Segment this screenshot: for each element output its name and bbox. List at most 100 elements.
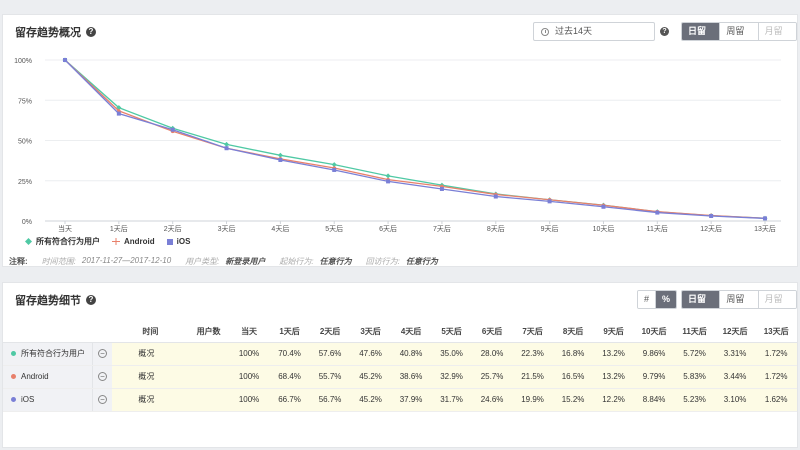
column-header: 12天后: [714, 321, 756, 343]
data-point: [116, 111, 121, 116]
retention-value-cell: 1.72%: [755, 365, 797, 389]
retention-value-cell: 16.8%: [552, 342, 594, 366]
data-point: [385, 173, 391, 179]
retention-value-cell: 21.5%: [512, 365, 553, 389]
weekly-retention-button[interactable]: 周留存: [719, 23, 758, 40]
date-help-icon[interactable]: ?: [660, 27, 669, 36]
data-point: [493, 194, 498, 199]
retention-value-cell: 3.44%: [714, 365, 756, 389]
x-tick-label: 2天后: [164, 224, 182, 233]
daily-retention-button[interactable]: 日留存: [682, 291, 720, 308]
expand-cell: −: [92, 342, 113, 366]
help-icon[interactable]: ?: [86, 27, 96, 37]
retention-value-cell: 100%: [228, 365, 270, 389]
retention-value-cell: 3.10%: [714, 388, 756, 412]
retention-value-cell: 16.5%: [552, 365, 594, 389]
monthly-retention-button[interactable]: 月留存: [757, 291, 796, 308]
segment-color-dot: [11, 351, 16, 357]
y-tick-label: 50%: [18, 139, 32, 146]
table-row: iOS − 概况 100% 66.7% 56.7% 45.2% 37.9% 31.7% 24.6%…: [3, 388, 797, 412]
percent-toggle-button[interactable]: %: [655, 291, 677, 308]
column-header: 9天后: [593, 321, 634, 343]
column-header: 8天后: [552, 321, 594, 343]
data-point: [224, 146, 229, 151]
retention-value-cell: 37.9%: [390, 388, 432, 412]
retention-value-cell: 47.6%: [350, 342, 391, 366]
data-point: [655, 210, 660, 215]
count-toggle-button[interactable]: #: [638, 291, 656, 308]
retention-value-cell: 38.6%: [390, 365, 432, 389]
segment-name: 所有符合行为用户: [21, 349, 85, 358]
legend-label: iOS: [176, 237, 191, 246]
column-header: 用户数: [188, 321, 229, 343]
trend-panel-title-text: 留存趋势概况: [15, 27, 81, 39]
daily-retention-button[interactable]: 日留存: [682, 23, 720, 40]
legend-item-android[interactable]: Android: [112, 237, 155, 246]
retention-value-cell: 3.31%: [714, 342, 756, 366]
column-header: 7天后: [512, 321, 553, 343]
retention-value-cell: 100%: [228, 388, 270, 412]
note-return-value: 任意行为: [405, 257, 438, 266]
chart-legend: 所有符合行为用户 Android iOS: [25, 236, 202, 247]
note-start-value: 任意行为: [319, 257, 352, 266]
retention-value-cell: 56.7%: [309, 388, 351, 412]
data-point: [386, 179, 391, 184]
x-tick-label: 6天后: [379, 224, 397, 233]
retention-value-cell: 19.9%: [512, 388, 553, 412]
segment-cell: Android: [3, 365, 93, 389]
data-point: [439, 186, 444, 191]
retention-value-cell: 15.2%: [552, 388, 594, 412]
chart-note: 注释: 时间范围: 2017-11-27—2017-12-10 用户类型: 新登…: [9, 256, 452, 267]
column-header: 5天后: [431, 321, 472, 343]
square-marker-icon: [166, 238, 173, 245]
retention-value-cell: 57.6%: [309, 342, 351, 366]
retention-value-cell: 1.62%: [755, 388, 797, 412]
data-point: [601, 204, 606, 209]
collapse-icon[interactable]: −: [97, 349, 107, 358]
retention-value-cell: 45.2%: [350, 365, 391, 389]
x-tick-label: 3天后: [218, 224, 236, 233]
note-return-label: 回访行为:: [365, 257, 400, 266]
y-tick-label: 75%: [18, 98, 32, 105]
diamond-marker-icon: [25, 238, 32, 245]
retention-value-cell: 45.2%: [350, 388, 391, 412]
retention-table: 时间 用户数 当天 1天后 2天后 3天后 4天后 5天后 6天后 7天后 8天…: [3, 321, 797, 412]
table-row: 所有符合行为用户 − 概况 100% 70.4% 57.6% 47.6% 40.8% 35.0%…: [3, 342, 797, 366]
retention-value-cell: 9.79%: [633, 365, 675, 389]
note-label: 注释:: [9, 257, 28, 266]
x-tick-label: 8天后: [487, 224, 505, 233]
retention-value-cell: 5.72%: [674, 342, 715, 366]
collapse-icon[interactable]: −: [97, 395, 107, 404]
user-count-cell: [188, 342, 229, 366]
retention-value-cell: 13.2%: [593, 365, 634, 389]
expand-cell: −: [92, 388, 113, 412]
retention-value-cell: 100%: [228, 342, 270, 366]
column-header: 6天后: [471, 321, 513, 343]
period-cell: 概况: [112, 388, 189, 412]
help-icon[interactable]: ?: [86, 295, 96, 305]
series-line: [64, 59, 766, 220]
expand-cell: −: [92, 365, 113, 389]
clock-icon: [541, 27, 549, 36]
note-start-label: 起始行为:: [279, 257, 314, 266]
retention-value-cell: 8.84%: [633, 388, 675, 412]
segment-name: iOS: [21, 395, 35, 404]
y-tick-label: 0%: [22, 219, 32, 226]
legend-label: 所有符合行为用户: [36, 237, 100, 246]
column-header: 当天: [228, 321, 270, 343]
retention-value-cell: 66.7%: [269, 388, 310, 412]
retention-value-cell: 9.86%: [633, 342, 675, 366]
collapse-icon[interactable]: −: [97, 372, 107, 381]
legend-item-all-users[interactable]: 所有符合行为用户: [25, 236, 100, 247]
expand-header: [92, 321, 113, 343]
weekly-retention-button[interactable]: 周留存: [719, 291, 758, 308]
legend-label: Android: [124, 237, 155, 246]
x-tick-label: 1天后: [110, 224, 128, 233]
data-point: [277, 152, 283, 158]
date-range-picker[interactable]: 过去14天: [533, 22, 655, 41]
column-header: 时间: [112, 321, 189, 343]
x-tick-label: 4天后: [271, 224, 289, 233]
retention-value-cell: 55.7%: [309, 365, 351, 389]
monthly-retention-button[interactable]: 月留存: [757, 23, 796, 40]
legend-item-ios[interactable]: iOS: [166, 237, 191, 246]
